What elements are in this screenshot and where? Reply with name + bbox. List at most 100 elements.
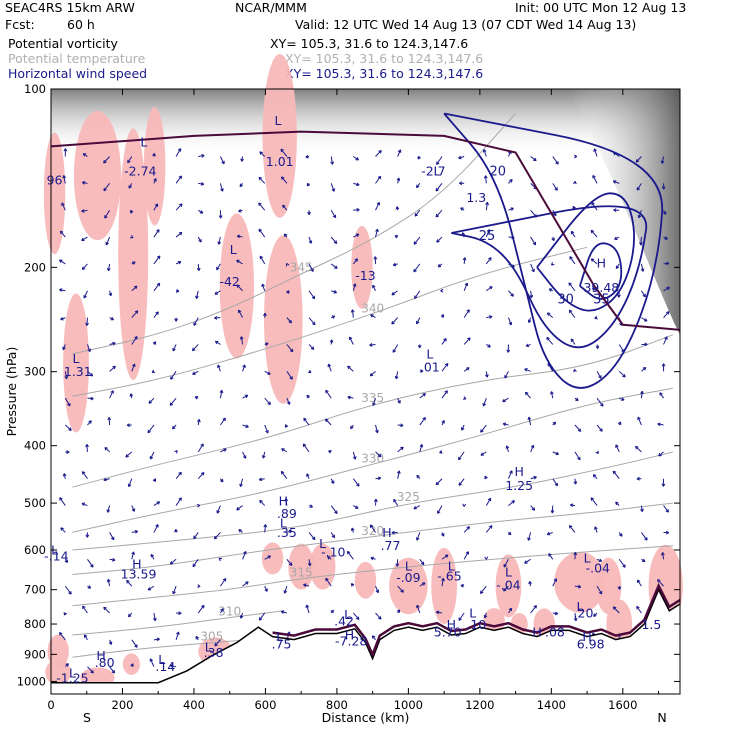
wind-vector-480: [593, 148, 598, 157]
wind-vector-342: [435, 209, 443, 218]
wind-vector-266: [351, 309, 354, 318]
wind-vector-501: [613, 180, 620, 184]
wind-vector-head-441: [555, 161, 559, 165]
wind-vector-83: [153, 229, 160, 238]
wind-vector-31: [86, 444, 88, 452]
wind-vector-371: [458, 451, 465, 461]
wind-vector-head-338: [416, 604, 420, 609]
wind-vector-head-102: [178, 175, 183, 179]
model-name: SEAC4RS 15km ARW: [5, 0, 135, 15]
wind-vector-head-543: [662, 211, 667, 215]
wind-vector-head-158: [220, 608, 224, 612]
wind-vector-521: [636, 183, 642, 191]
pv-fill-0: [73, 110, 122, 241]
tropopause-pv-contour: [50, 130, 681, 331]
wind-vector-243: [330, 236, 338, 244]
wind-vector-2: [61, 202, 66, 211]
wind-vector-172: [239, 478, 244, 487]
wind-vector-470: [574, 424, 582, 432]
wind-vector-264: [352, 258, 358, 265]
wind-vector-49: [109, 390, 114, 399]
field-name-wind: Horizontal wind speed: [8, 66, 148, 81]
wind-vector-head-433: [533, 475, 537, 480]
wind-vector-head-336: [420, 561, 425, 566]
wind-vector-head-356: [444, 554, 449, 558]
wind-vector-124: [197, 263, 200, 271]
wind-vector-head-525: [640, 268, 645, 272]
wind-vector-201: [281, 176, 288, 184]
field-name-theta: Potential temperature: [8, 51, 146, 66]
wind-vector-477: [574, 612, 577, 621]
wind-vector-483: [590, 229, 598, 238]
wind-vector-540: [661, 156, 665, 164]
wind-speed-label-25: 25: [479, 229, 496, 244]
wind-vector-531: [635, 446, 642, 453]
wind-vector-head-121: [201, 154, 205, 158]
wind-vector-230: [303, 417, 310, 426]
wind-vector-head-91: [147, 429, 151, 434]
wind-vector-head-527: [643, 318, 648, 322]
x-tick-label-1000: 1000: [394, 698, 423, 712]
wind-vector-head-99: [156, 637, 160, 642]
wind-vector-13: [59, 497, 66, 506]
wind-vector-head-233: [306, 473, 310, 477]
wind-vector-355: [441, 554, 449, 560]
wind-vector-head-475: [568, 525, 573, 529]
wind-vector-head-429: [524, 368, 528, 372]
extrema-label-28: H: [132, 557, 141, 572]
wind-vector-525: [640, 290, 646, 298]
theta-contour-315: [72, 545, 673, 607]
wind-vector-435: [524, 558, 531, 564]
extrema-label-59: L: [158, 652, 165, 667]
wind-vector-head-365: [462, 257, 467, 261]
wind-speed-label-30: 30: [557, 292, 574, 307]
wind-vector-242: [330, 209, 337, 219]
wind-vector-524: [640, 263, 644, 272]
wind-vector-head-345: [437, 263, 442, 268]
wind-vector-115: [170, 558, 177, 565]
wind-vector-head-144: [217, 241, 222, 245]
wind-vector-head-125: [196, 267, 201, 271]
wind-vector-153: [216, 505, 221, 514]
wind-vector-76: [126, 580, 133, 587]
wind-vector-171: [242, 451, 247, 459]
wind-vector-head-446: [548, 288, 553, 292]
wind-vector-125: [195, 290, 199, 299]
extrema-label-46: H: [532, 625, 541, 640]
wind-vector-244: [330, 263, 338, 269]
wind-vector-head-347: [440, 314, 445, 318]
wind-vector-head-193: [258, 477, 263, 482]
wind-speed-contour-layer: 20 25 30 35: [443, 112, 664, 389]
wind-vector-head-189: [267, 371, 271, 375]
wind-vector-head-226: [311, 295, 316, 300]
wind-vector-head-238: [305, 604, 310, 609]
wind-vector-head-552: [658, 453, 662, 457]
wind-vector-head-7: [60, 316, 64, 321]
fcst-value: 60 h: [67, 17, 95, 32]
wind-vector-head-321: [417, 155, 421, 160]
y-tick-label-600: 600: [24, 543, 46, 557]
wind-vector-head-235: [311, 536, 316, 541]
wind-vector-head-389: [485, 374, 489, 378]
wind-vector-head-509: [622, 373, 626, 378]
wind-vector-head-386: [489, 286, 493, 290]
wind-vector-head-283: [376, 201, 380, 206]
wind-vector-107: [172, 344, 177, 352]
wind-vector-head-114: [178, 497, 182, 501]
wind-vector-head-10: [67, 402, 71, 407]
wind-vector-head-412: [505, 445, 510, 449]
theta-contour-320: [72, 502, 673, 575]
wind-vector-18: [59, 632, 66, 641]
y-tick-label-300: 300: [24, 365, 46, 379]
wind-vector-head-494: [590, 497, 595, 501]
north-end-label: N: [657, 710, 666, 725]
wind-vector-44: [107, 263, 111, 271]
wind-vector-429: [525, 391, 531, 399]
wind-vector-head-314: [393, 498, 397, 503]
wind-vector-head-72: [125, 454, 129, 458]
wind-vector-101: [175, 175, 182, 184]
wind-vector-head-506: [617, 294, 621, 298]
wind-vector-head-202: [281, 176, 285, 180]
wind-vector-head-253: [330, 480, 335, 484]
wind-vector-head-106: [175, 289, 180, 293]
